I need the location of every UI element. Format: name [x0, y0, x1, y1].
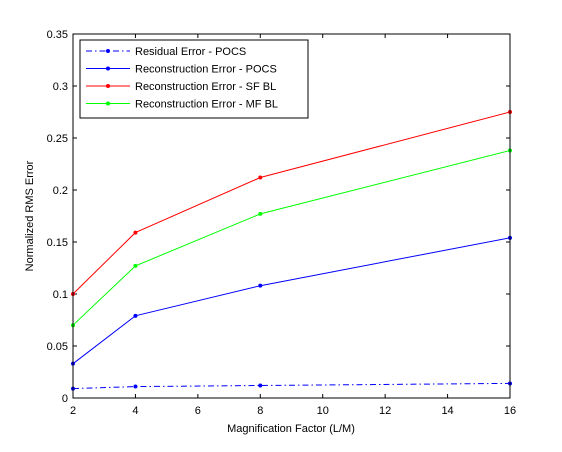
series-line-2 [72, 237, 511, 365]
legend-label-4: Reconstruction Error - MF BL [135, 99, 278, 111]
x-tick-label: 4 [132, 405, 138, 417]
legend-marker-2 [106, 66, 110, 71]
data-point-series-3 [133, 230, 138, 235]
data-point-series-4 [133, 263, 138, 268]
ticks-layer: 2 4 6 8 10 12 14 16 0 0.05 0.1 0.15 0.2 0.25 0.3 0.35 [47, 29, 517, 417]
legend-label-3: Reconstruction Error - SF BL [135, 81, 276, 93]
series-line-3 [72, 111, 511, 295]
y-tick-label: 0.25 [47, 133, 68, 145]
data-point-series-1 [133, 384, 138, 389]
plot-frame [72, 33, 511, 399]
series-line-4 [72, 150, 511, 326]
legend-marker-4 [106, 101, 110, 106]
y-tick-label: 0.2 [53, 185, 68, 197]
legend-label-1: Residual Error - POCS [135, 46, 246, 58]
y-tick-label: 0.35 [47, 29, 68, 41]
y-axis-label: Normalized RMS Error [24, 160, 36, 271]
y-tick-label: 0.3 [53, 81, 68, 93]
legend-label-2: Reconstruction Error - POCS [135, 64, 277, 76]
x-tick-label: 6 [195, 405, 201, 417]
legend-marker-1 [106, 49, 110, 53]
y-tick-label: 0 [62, 393, 68, 405]
x-tick-label: 14 [441, 405, 453, 417]
data-point-series-2 [258, 283, 263, 288]
legend-marker-3 [106, 84, 110, 88]
legend: Residual Error - POCS Reconstruction Erro… [79, 39, 309, 119]
series-line-1 [72, 382, 511, 390]
x-tick-label: 10 [317, 405, 329, 417]
data-point-series-2 [133, 313, 138, 318]
x-tick-label: 16 [504, 405, 516, 417]
x-tick-label: 8 [257, 405, 263, 417]
x-tick-label: 2 [70, 405, 76, 417]
legend-box [79, 39, 309, 119]
data-point-series-3 [258, 175, 263, 180]
series-layer [71, 110, 512, 391]
y-tick-label: 0.15 [47, 237, 68, 249]
y-tick-label: 0.05 [47, 341, 68, 353]
data-point-series-1 [258, 383, 263, 388]
x-tick-label: 12 [379, 405, 391, 417]
y-tick-label: 0.1 [53, 289, 68, 301]
data-point-series-4 [258, 211, 263, 216]
x-axis-label: Magnification Factor (L/M) [227, 423, 355, 435]
